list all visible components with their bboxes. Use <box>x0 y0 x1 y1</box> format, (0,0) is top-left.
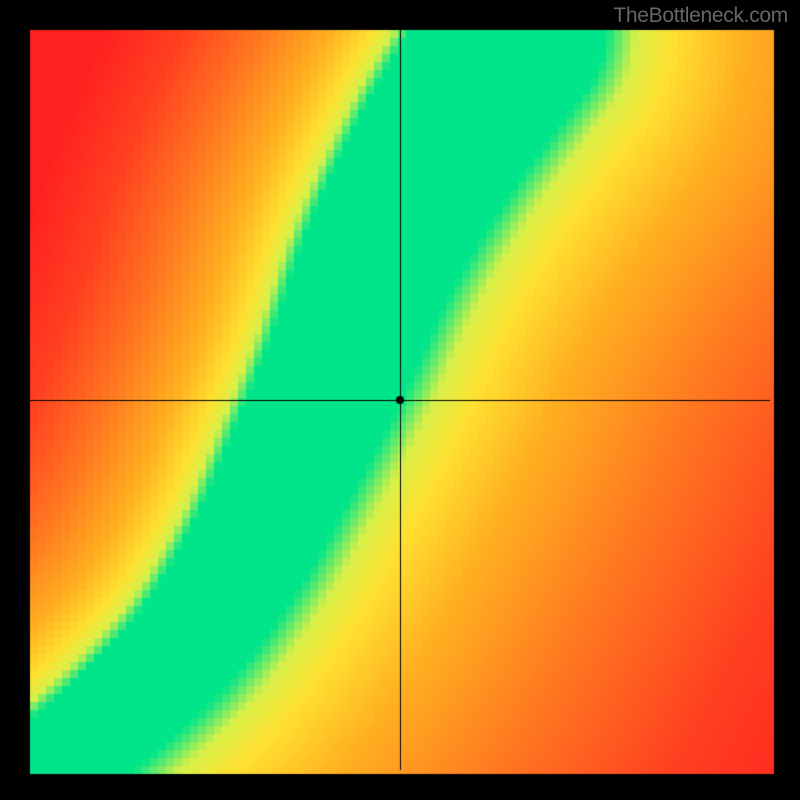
watermark-text: TheBottleneck.com <box>613 4 788 28</box>
chart-container: TheBottleneck.com <box>0 0 800 800</box>
heatmap-canvas <box>0 0 800 800</box>
